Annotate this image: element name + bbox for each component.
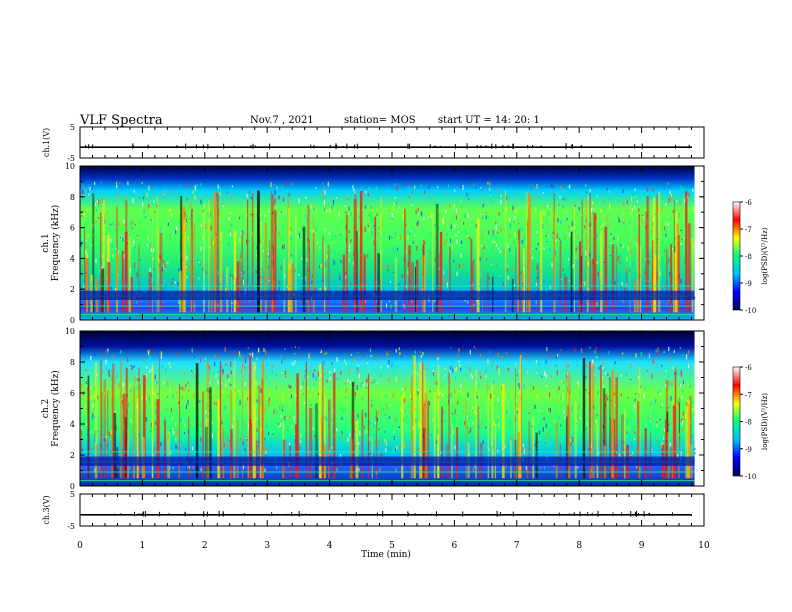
- panel-ch2-spectrogram: 0 2 4 6 8 10 ch.2 Frequency (kHz) -6 -7 -8 -9 -10 log…: [41, 327, 769, 491]
- y-tick-label: 6: [70, 389, 75, 398]
- y-tick-label: 5: [70, 123, 75, 132]
- y-axis-label-channel: ch.2: [41, 399, 51, 418]
- y-axis-label: ch.3(V): [42, 495, 51, 524]
- spectrogram-body-1: [80, 166, 704, 320]
- y-tick-label: -5: [67, 522, 75, 531]
- colorbar-2: -6 -7 -8 -9 -10 log(PSD)(V²/Hz): [732, 364, 769, 481]
- y-tick-label: 6: [70, 224, 75, 233]
- colorbar-label: log(PSD)(V²/Hz): [761, 227, 769, 284]
- colorbar-label: log(PSD)(V²/Hz): [761, 393, 769, 450]
- colorbar-tick-label: -6: [745, 364, 752, 372]
- colorbar-gradient: [732, 366, 741, 477]
- figure-title: VLF Spectra: [80, 113, 163, 128]
- colorbar-1: -6 -7 -8 -9 -10 log(PSD)(V²/Hz): [732, 199, 769, 315]
- start-time-label: start UT = 14: 20: 1: [438, 115, 540, 126]
- y-axis-label: Frequency (kHz): [50, 205, 61, 282]
- y-tick-label: 8: [70, 358, 75, 367]
- spectrogram-empty-region: [694, 331, 704, 486]
- y-tick-label: 4: [70, 254, 75, 263]
- spectrogram-body-2: [80, 331, 704, 486]
- x-axis: 0 1 2 3 4 5 6 7 8 9 10 Time (min): [77, 541, 710, 560]
- x-tick-label: 7: [514, 541, 520, 551]
- colorbar-tick-label: -9: [745, 446, 752, 454]
- colorbar-tick-label: -7: [745, 391, 752, 399]
- colorbar-tick-label: -7: [745, 226, 752, 234]
- y-tick-label: 10: [65, 327, 75, 336]
- y-tick-label: 2: [70, 451, 75, 460]
- x-tick-label: 8: [576, 541, 582, 551]
- x-axis-label: Time (min): [361, 549, 411, 560]
- y-tick-label: 8: [70, 193, 75, 202]
- colorbar-tick-label: -6: [745, 199, 752, 207]
- x-tick-label: 2: [202, 541, 208, 551]
- y-axis-label: Frequency (kHz): [50, 370, 61, 447]
- panel-ch1-spectrogram: 0 2 4 6 8 10 ch.1 Frequency (kHz) -6 -7 -8 -9 -10 log…: [41, 162, 769, 325]
- colorbar-gradient: [732, 201, 741, 311]
- x-tick-label: 5: [389, 541, 395, 551]
- y-tick-label: 2: [70, 285, 75, 294]
- y-tick-label: 0: [70, 316, 75, 325]
- colorbar-tick-label: -10: [745, 307, 756, 315]
- colorbar-tick-label: -9: [745, 280, 752, 288]
- x-tick-label: 4: [327, 541, 333, 551]
- x-tick-label: 0: [77, 541, 83, 551]
- colorbar-tick-label: -8: [745, 253, 752, 261]
- date-label: Nov.7 , 2021: [250, 115, 314, 126]
- x-tick-label: 10: [698, 541, 710, 551]
- y-tick-label: 5: [70, 490, 75, 499]
- x-tick-label: 1: [140, 541, 146, 551]
- panel-ch1-waveform: 5 -5 ch.1(V): [42, 123, 705, 163]
- panel-ch3-waveform: 5 -5 ch.3(V): [42, 490, 705, 531]
- y-axis-label: ch.1(V): [42, 128, 51, 157]
- y-tick-label: 4: [70, 420, 75, 429]
- y-tick-label: 10: [65, 162, 75, 171]
- colorbar-tick-label: -10: [745, 473, 756, 481]
- station-label: station= MOS: [344, 115, 416, 126]
- y-tick-label: -5: [67, 154, 75, 163]
- y-tick-label: 0: [70, 482, 75, 491]
- colorbar-tick-label: -8: [745, 419, 752, 427]
- x-tick-label: 6: [452, 541, 458, 551]
- x-tick-label: 9: [639, 541, 645, 551]
- spectrogram-empty-region: [694, 166, 704, 320]
- x-tick-label: 3: [264, 541, 270, 551]
- y-axis-label-channel: ch.1: [41, 233, 51, 252]
